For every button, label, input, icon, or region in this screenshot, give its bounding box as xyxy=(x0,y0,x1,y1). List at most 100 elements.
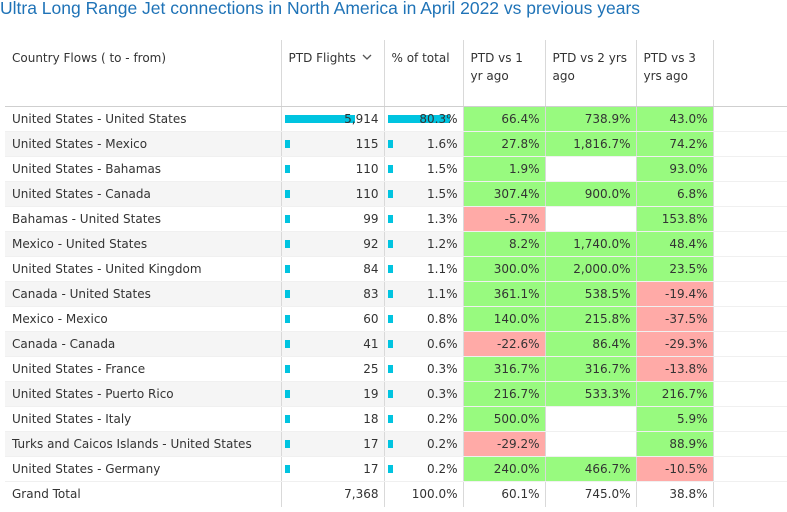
table-row[interactable]: Mexico - United States 92 1.2% 8.2% 1,740.0%… xyxy=(5,231,787,257)
cell-ptd-flights-value: 110 xyxy=(355,186,379,201)
cell-vs1: 8.2% xyxy=(463,231,546,257)
cell-vs2: 1,816.7% xyxy=(545,131,637,157)
cell-pct-total-bar xyxy=(387,164,393,173)
cell-pct-total: 1.5% xyxy=(384,181,464,207)
table-row[interactable]: Bahamas - United States 99 1.3% -5.7% 153.8% xyxy=(5,206,787,232)
column-header-vs-3yrs[interactable]: PTD vs 3 yrs ago xyxy=(636,40,714,107)
table-row[interactable]: Canada - Canada 41 0.6% -22.6% 86.4% -29.3% xyxy=(5,331,787,357)
cell-ptd-flights: 115 xyxy=(281,131,385,157)
cell-vs3: -37.5% xyxy=(636,306,714,332)
cell-vs2: 86.4% xyxy=(545,331,637,357)
grand-total-vs-1yr: 60.1% xyxy=(463,480,546,507)
cell-pct-total-value: 1.5% xyxy=(427,186,458,201)
cell-pct-total-value: 0.3% xyxy=(427,361,458,376)
cell-pct-total-value: 0.2% xyxy=(427,436,458,451)
cell-pct-total-bar xyxy=(387,114,450,123)
cell-spacer xyxy=(713,406,787,432)
cell-ptd-flights-bar xyxy=(284,289,290,298)
cell-pct-total-value: 0.2% xyxy=(427,461,458,476)
cell-ptd-flights: 92 xyxy=(281,231,385,257)
cell-spacer xyxy=(713,156,787,182)
cell-flow: United States - United States xyxy=(5,106,282,132)
cell-pct-total-bar xyxy=(387,439,393,448)
page-title: Ultra Long Range Jet connections in Nort… xyxy=(0,0,641,18)
cell-pct-total-bar xyxy=(387,264,393,273)
table-row[interactable]: Canada - United States 83 1.1% 361.1% 538.5%… xyxy=(5,281,787,307)
column-header-vs-2yrs[interactable]: PTD vs 2 yrs ago xyxy=(545,40,637,107)
cell-ptd-flights-value: 99 xyxy=(363,211,379,226)
cell-pct-total: 0.3% xyxy=(384,356,464,382)
grand-total-vs-3yrs: 38.8% xyxy=(636,480,714,507)
cell-spacer xyxy=(713,306,787,332)
table-row[interactable]: United States - Canada 110 1.5% 307.4% 900.0… xyxy=(5,181,787,207)
cell-spacer xyxy=(713,356,787,382)
cell-ptd-flights-value: 115 xyxy=(355,136,379,151)
table-row[interactable]: United States - United States 5,914 80.3% 6… xyxy=(5,106,787,132)
cell-flow: United States - France xyxy=(5,356,282,382)
cell-spacer xyxy=(713,456,787,482)
grand-total-flights: 7,368 xyxy=(281,480,385,507)
cell-ptd-flights-bar xyxy=(284,389,290,398)
table-row[interactable]: United States - United Kingdom 84 1.1% 300.… xyxy=(5,256,787,282)
cell-pct-total-bar xyxy=(387,339,393,348)
cell-vs1: 300.0% xyxy=(463,256,546,282)
cell-ptd-flights: 17 xyxy=(281,431,385,457)
table-row[interactable]: United States - Germany 17 0.2% 240.0% 466.7… xyxy=(5,456,787,482)
cell-vs2: 538.5% xyxy=(545,281,637,307)
cell-flow: Mexico - Mexico xyxy=(5,306,282,332)
cell-vs1: 27.8% xyxy=(463,131,546,157)
cell-vs3: 6.8% xyxy=(636,181,714,207)
cell-vs3: -19.4% xyxy=(636,281,714,307)
cell-pct-total: 0.2% xyxy=(384,456,464,482)
table-row[interactable]: United States - Italy 18 0.2% 500.0% 5.9% xyxy=(5,406,787,432)
cell-vs3: 43.0% xyxy=(636,106,714,132)
cell-ptd-flights-value: 110 xyxy=(355,161,379,176)
table-row[interactable]: United States - France 25 0.3% 316.7% 316.7%… xyxy=(5,356,787,382)
cell-ptd-flights-bar xyxy=(284,189,290,198)
cell-spacer xyxy=(713,181,787,207)
column-header-pct-total[interactable]: % of total xyxy=(384,40,464,107)
cell-pct-total-value: 80.3% xyxy=(419,111,458,126)
chevron-down-icon[interactable] xyxy=(362,50,372,68)
column-header-vs-1yr[interactable]: PTD vs 1 yr ago xyxy=(463,40,546,107)
cell-ptd-flights-bar xyxy=(284,114,355,123)
cell-pct-total-bar xyxy=(387,389,393,398)
cell-ptd-flights-value: 25 xyxy=(363,361,379,376)
cell-vs1: 307.4% xyxy=(463,181,546,207)
table-row[interactable]: United States - Bahamas 110 1.5% 1.9% 93.0% xyxy=(5,156,787,182)
cell-vs1: 216.7% xyxy=(463,381,546,407)
cell-flow: Canada - United States xyxy=(5,281,282,307)
grand-total-label: Grand Total xyxy=(5,480,282,507)
cell-vs1: 316.7% xyxy=(463,356,546,382)
cell-pct-total-value: 0.6% xyxy=(427,336,458,351)
cell-ptd-flights-value: 18 xyxy=(363,411,379,426)
cell-vs2: 900.0% xyxy=(545,181,637,207)
cell-spacer xyxy=(713,431,787,457)
table-row[interactable]: Turks and Caicos Islands - United States… xyxy=(5,431,787,457)
cell-ptd-flights: 19 xyxy=(281,381,385,407)
cell-ptd-flights-value: 5,914 xyxy=(344,111,379,126)
cell-ptd-flights-bar xyxy=(284,314,290,323)
cell-ptd-flights-bar xyxy=(284,464,290,473)
cell-flow: United States - Italy xyxy=(5,406,282,432)
cell-ptd-flights: 17 xyxy=(281,456,385,482)
cell-vs2: 533.3% xyxy=(545,381,637,407)
cell-spacer xyxy=(713,231,787,257)
cell-vs3: 216.7% xyxy=(636,381,714,407)
cell-ptd-flights-value: 92 xyxy=(363,236,379,251)
column-header-flow[interactable]: Country Flows ( to - from) xyxy=(5,40,282,107)
cell-ptd-flights: 60 xyxy=(281,306,385,332)
cell-pct-total-bar xyxy=(387,414,393,423)
table-row[interactable]: Mexico - Mexico 60 0.8% 140.0% 215.8% -37.5% xyxy=(5,306,787,332)
cell-ptd-flights: 83 xyxy=(281,281,385,307)
cell-ptd-flights: 18 xyxy=(281,406,385,432)
cell-vs3: -29.3% xyxy=(636,331,714,357)
cell-pct-total-bar xyxy=(387,314,393,323)
cell-pct-total-value: 1.5% xyxy=(427,161,458,176)
column-header-ptd-flights[interactable]: PTD Flights xyxy=(281,40,385,107)
table-row[interactable]: United States - Mexico 115 1.6% 27.8% 1,816.… xyxy=(5,131,787,157)
cell-pct-total-value: 1.1% xyxy=(427,261,458,276)
cell-flow: United States - Germany xyxy=(5,456,282,482)
table-row[interactable]: United States - Puerto Rico 19 0.3% 216.7% 5… xyxy=(5,381,787,407)
cell-ptd-flights: 5,914 xyxy=(281,106,385,132)
